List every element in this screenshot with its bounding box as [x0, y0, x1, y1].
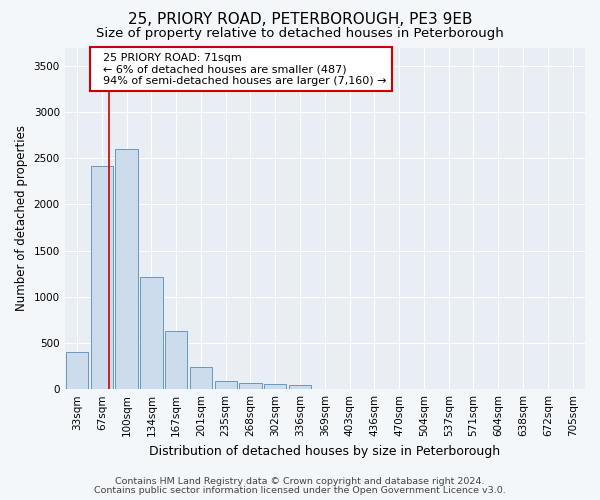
Text: Contains public sector information licensed under the Open Government Licence v3: Contains public sector information licen… [94, 486, 506, 495]
Text: 25 PRIORY ROAD: 71sqm
  ← 6% of detached houses are smaller (487)
  94% of semi-: 25 PRIORY ROAD: 71sqm ← 6% of detached h… [95, 52, 386, 86]
Bar [115, 149, 138, 389]
Text: Contains HM Land Registry data © Crown copyright and database right 2024.: Contains HM Land Registry data © Crown c… [115, 478, 485, 486]
Text: 25, PRIORY ROAD, PETERBOROUGH, PE3 9EB: 25, PRIORY ROAD, PETERBOROUGH, PE3 9EB [128, 12, 472, 28]
Text: Size of property relative to detached houses in Peterborough: Size of property relative to detached ho… [96, 28, 504, 40]
Bar [66, 352, 88, 389]
Bar [140, 276, 163, 389]
Bar [165, 332, 187, 389]
X-axis label: Distribution of detached houses by size in Peterborough: Distribution of detached houses by size … [149, 444, 500, 458]
Bar [215, 381, 237, 389]
Bar [264, 384, 286, 389]
Bar [190, 367, 212, 389]
Bar [239, 384, 262, 389]
Bar [91, 166, 113, 389]
Y-axis label: Number of detached properties: Number of detached properties [15, 126, 28, 312]
Bar [289, 384, 311, 389]
